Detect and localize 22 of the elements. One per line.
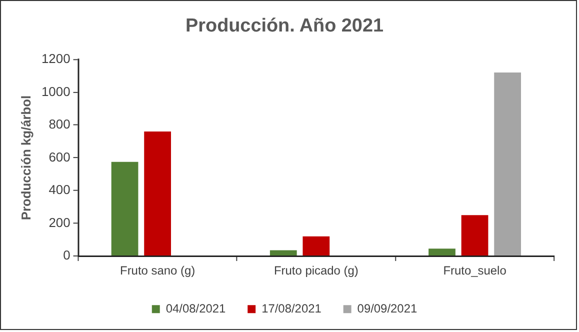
x-tick-label: Fruto picado (g): [274, 263, 358, 278]
y-tick-label: 200: [48, 214, 70, 230]
bar: [144, 132, 171, 256]
legend-label: 04/08/2021: [166, 301, 226, 316]
y-tick-label: 1000: [41, 84, 70, 99]
y-tick-label: 600: [48, 149, 70, 164]
y-tick-label: 1200: [41, 51, 70, 66]
bar: [461, 215, 488, 256]
bar: [302, 236, 330, 256]
y-tick-label: 400: [48, 182, 70, 198]
bar: [494, 72, 521, 256]
legend-label: 09/09/2021: [357, 301, 418, 316]
y-tick-label: 800: [48, 116, 70, 132]
bar: [270, 250, 297, 256]
x-tick-label: Fruto_suelo: [443, 263, 507, 278]
chart-title: Producción. Año 2021: [186, 15, 384, 36]
y-axis-title: Producción kg/árbol: [18, 95, 34, 220]
x-tick-label: Fruto sano (g): [120, 263, 196, 278]
bar: [428, 248, 456, 256]
bar: [111, 162, 138, 256]
y-tick-label: 0: [63, 248, 70, 263]
legend-label: 17/08/2021: [262, 301, 322, 316]
